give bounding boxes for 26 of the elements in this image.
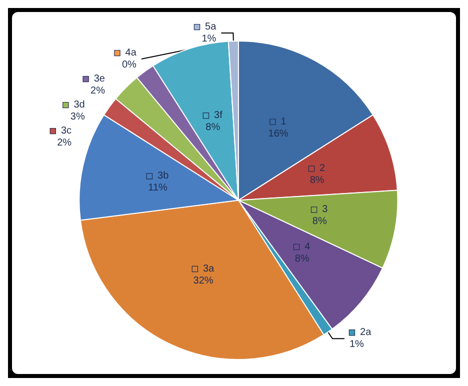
legend-label: 1 (275, 116, 287, 128)
text: 0% (122, 60, 136, 71)
data-label: 8% (206, 122, 220, 134)
legend-label: 3a (197, 264, 215, 275)
legend-label: 2 (314, 163, 326, 174)
legend-label: 5a (200, 22, 217, 33)
data-label: 1% (349, 339, 364, 350)
data-label: 32% (193, 276, 214, 287)
data-label: 8% (312, 216, 327, 228)
data-label: 8% (310, 175, 324, 186)
legend-label: 3b (152, 170, 170, 182)
legend-label: 3c (55, 126, 72, 137)
legend-label: 4 (299, 241, 311, 252)
legend-label: 3d (68, 100, 85, 111)
data-label: 16% (268, 128, 288, 140)
data-label: 2% (57, 138, 72, 149)
data-label: 8% (294, 253, 310, 264)
data-label: 11% (148, 182, 168, 194)
legend-label: 4a (120, 48, 137, 59)
legend-label: 3 (316, 204, 328, 216)
legend-label: 3f (208, 110, 223, 122)
legend-label: 3e (88, 74, 106, 85)
data-label: 2% (90, 86, 106, 97)
data-label: 1% (202, 34, 216, 45)
data-label: 3% (70, 112, 85, 123)
legend-label: 2a (354, 327, 372, 338)
